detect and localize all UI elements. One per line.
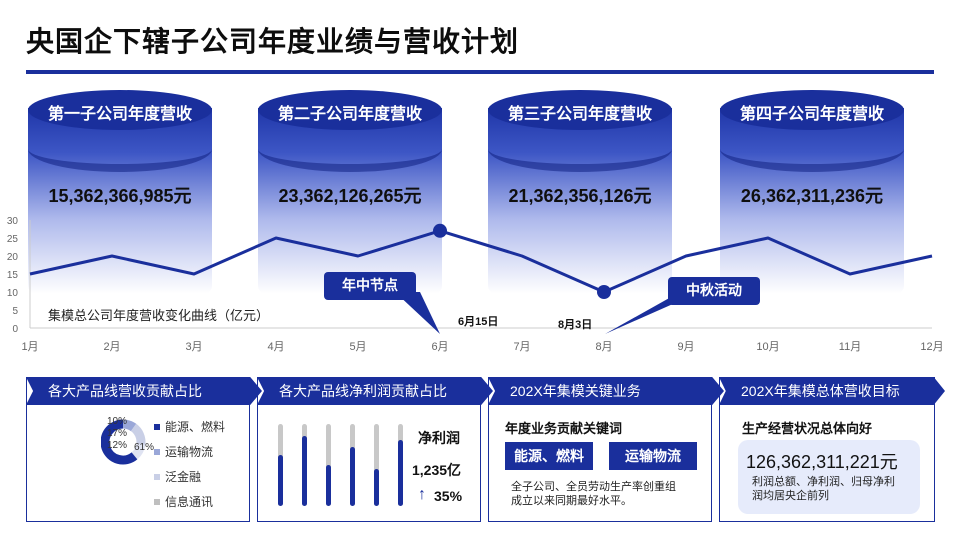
cylinder-top [28,90,212,130]
page-title: 央国企下辖子公司年度业绩与营收计划 [26,26,520,57]
cylinder-label: 第二子公司年度营收 [277,106,422,123]
cylinder-ring [488,126,672,172]
panel-revenue-share: 各大产品线营收贡献占比 10% 17% 12% 61% 能源、燃料 运输物流 泛… [26,377,262,522]
donut-slice [122,419,137,432]
y-tick-label: 20 [7,252,19,263]
cylinder-ring [258,126,442,172]
callout-mid-autumn-date: 8月3日 [558,319,593,331]
panel-title: 202X年集模总体营收目标 [719,377,945,405]
x-tick-label: 2月 [103,341,120,353]
cylinder-top [720,90,904,130]
bar-fill [278,455,283,506]
legend-item: 信息通讯 [165,495,214,509]
desc-line: 利润总额、净利润、归母净利 [752,476,895,488]
goal-desc: 利润总额、净利润、归母净利 润均居央企前列 [752,475,895,503]
x-tick-label: 12月 [920,341,943,353]
keyword-pill: 运输物流 [609,442,697,470]
series-line [29,229,933,294]
legend-swatch-2 [154,449,160,455]
x-tick-label: 6月 [431,341,448,353]
x-tick-label: 3月 [185,341,202,353]
goal-value: 126,362,311,221元 [746,452,898,472]
cylinder-ring [720,126,904,172]
bar-fill [398,440,403,506]
desc-line: 全子公司、全员劳动生产率创重组 [511,481,676,493]
y-tick-label: 15 [7,270,19,281]
x-tick-label: 5月 [349,341,366,353]
series-point [597,285,611,299]
cylinder-subsidiary-4: 第四子公司年度营收 26,362,311,236元 [720,90,904,310]
y-tick-label: 10 [7,288,19,299]
bar-fill [374,469,379,506]
donut-slice [101,419,138,465]
desc-line: 成立以来同期最好水平。 [511,495,632,507]
chart-title: 集模总公司年度营收变化曲线（亿元） [48,308,269,323]
donut-label: 61% [134,442,155,453]
y-tick-label: 5 [12,306,18,317]
bar-track [374,424,379,506]
cylinder-subsidiary-1: 第一子公司年度营收 15,362,366,985元 [28,90,212,310]
callout-mid-autumn: 中秋活动 [668,277,760,305]
panel-title: 各大产品线净利润贡献占比 [257,377,493,405]
donut-label: 17% [107,428,128,439]
cylinder-top [488,90,672,130]
growth-value: 35% [434,488,463,504]
revenue-share-donut [101,419,146,465]
goal-heading: 生产经营状况总体向好 [742,421,873,436]
y-tick-label: 30 [7,216,19,227]
cylinder-value: 26,362,311,236元 [740,186,884,206]
y-tick-label: 25 [7,234,19,245]
panel-revenue-goal: 202X年集模总体营收目标 生产经营状况总体向好 126,362,311,221… [719,377,945,522]
legend-item: 泛金融 [165,470,202,484]
title-divider [26,70,934,74]
x-tick-label: 10月 [756,341,779,353]
panel-profit-share: 各大产品线净利润贡献占比 净利润 1,235亿 ↑ 35% [257,377,493,522]
panel-key-business: 202X年集模关键业务 年度业务贡献关键词 能源、燃料 运输物流 全子公司、全员… [488,377,724,522]
cylinder-label: 第三子公司年度营收 [507,106,652,123]
cylinder-value: 23,362,126,265元 [278,186,422,206]
legend-item: 能源、燃料 [165,420,226,434]
x-tick-label: 8月 [595,341,612,353]
legend-swatch-3 [154,474,160,480]
x-tick-label: 1月 [21,341,38,353]
cylinder-subsidiary-3: 第三子公司年度营收 21,362,356,126元 [488,90,672,310]
cylinder-value: 21,362,356,126元 [508,186,652,206]
callout-mid-year-date: 6月15日 [458,316,499,328]
panel-title: 202X年集模关键业务 [488,377,724,405]
desc-line: 润均居央企前列 [752,490,829,502]
x-tick-label: 4月 [267,341,284,353]
key-business-desc: 全子公司、全员劳动生产率创重组 成立以来同期最好水平。 [511,480,676,508]
bar-fill [302,436,307,506]
series-point [433,223,447,238]
callout-mid-year: 年中节点 [324,272,416,300]
bar-fill [326,465,331,506]
cylinder-label: 第一子公司年度营收 [47,106,192,123]
legend-swatch-4 [154,499,160,505]
x-tick-label: 9月 [677,341,694,353]
keyword-pill: 能源、燃料 [505,442,593,470]
donut-label: 12% [107,440,128,451]
x-tick-label: 11月 [839,341,861,353]
donut-labels: 10% 17% 12% [107,416,127,452]
key-business-heading: 年度业务贡献关键词 [505,421,623,436]
panel-title: 各大产品线营收贡献占比 [26,377,262,405]
goal-box [738,440,920,514]
cylinder-top [258,90,442,130]
donut-label: 10% [107,416,128,427]
legend-item: 运输物流 [165,445,214,459]
bar-fill [350,447,355,506]
legend-swatch-1 [154,424,160,430]
donut-slice [130,423,146,445]
callout-pointer [395,292,440,334]
cylinder-ring [28,126,212,172]
metric-label: 净利润 [418,430,460,446]
cylinder-label: 第四子公司年度营收 [739,106,884,123]
x-tick-label: 7月 [513,341,530,353]
revenue-line-chart: 0 5 10 15 20 25 30 1月 2月 3月 4月 5月 6月 7月 8月 9月 10月 11月 12月 集… [7,216,944,353]
metric-value: 1,235亿 [412,462,462,478]
cylinder-value: 15,362,366,985元 [48,186,192,206]
donut-slice [131,443,146,460]
y-tick-label: 0 [12,324,18,335]
growth-arrow-icon: ↑ [418,486,426,503]
